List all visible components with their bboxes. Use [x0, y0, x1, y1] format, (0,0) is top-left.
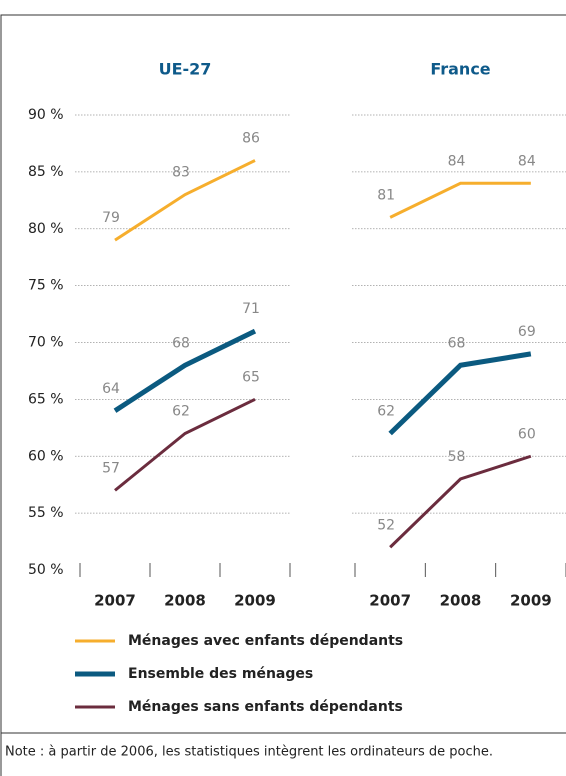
data-label: 62	[377, 404, 395, 420]
legend-label: Ménages sans enfants dépendants	[128, 699, 403, 715]
data-label: 65	[242, 369, 260, 385]
data-label: 68	[448, 335, 466, 351]
data-label: 84	[448, 153, 466, 169]
series-line	[114, 159, 256, 242]
data-label: 86	[242, 131, 260, 147]
data-label: 57	[102, 460, 120, 476]
data-label: 64	[102, 381, 120, 397]
y-tick-label: 70 %	[28, 335, 64, 351]
x-tick-label: 2009	[234, 592, 276, 610]
panel-title: UE-27	[159, 60, 212, 79]
note: Note : à partir de 2006, les statistique…	[5, 745, 493, 760]
data-label: 58	[448, 449, 466, 465]
y-tick-label: 55 %	[28, 505, 64, 521]
data-label: 79	[102, 210, 120, 226]
y-tick-label: 50 %	[28, 562, 64, 578]
data-label: 62	[172, 404, 190, 420]
x-tick-label: 2009	[510, 592, 552, 610]
data-label: 83	[172, 165, 190, 181]
y-tick-label: 90 %	[28, 107, 64, 123]
frame	[0, 14, 566, 776]
data-label: 84	[518, 153, 536, 169]
legend-label: Ménages avec enfants dépendants	[128, 633, 403, 649]
legend-label: Ensemble des ménages	[128, 666, 313, 682]
series-line	[113, 328, 257, 413]
data-label: 52	[377, 517, 395, 533]
x-tick-label: 2007	[369, 592, 411, 610]
y-tick-label: 75 %	[28, 278, 64, 294]
y-tick-label: 80 %	[28, 221, 64, 237]
y-tick-label: 85 %	[28, 164, 64, 180]
data-label: 69	[518, 324, 536, 340]
series-line	[389, 454, 532, 549]
series-line	[389, 181, 531, 219]
x-tick-label: 2008	[164, 592, 206, 610]
data-label: 68	[172, 335, 190, 351]
series-line	[388, 351, 532, 436]
x-tick-label: 2007	[94, 592, 136, 610]
panel-title: France	[430, 60, 490, 79]
y-tick-label: 65 %	[28, 391, 64, 407]
data-label: 81	[377, 187, 395, 203]
data-label: 71	[242, 301, 260, 317]
series-line	[114, 398, 256, 492]
x-tick-label: 2008	[440, 592, 482, 610]
y-tick-label: 60 %	[28, 448, 64, 464]
data-label: 60	[518, 426, 536, 442]
